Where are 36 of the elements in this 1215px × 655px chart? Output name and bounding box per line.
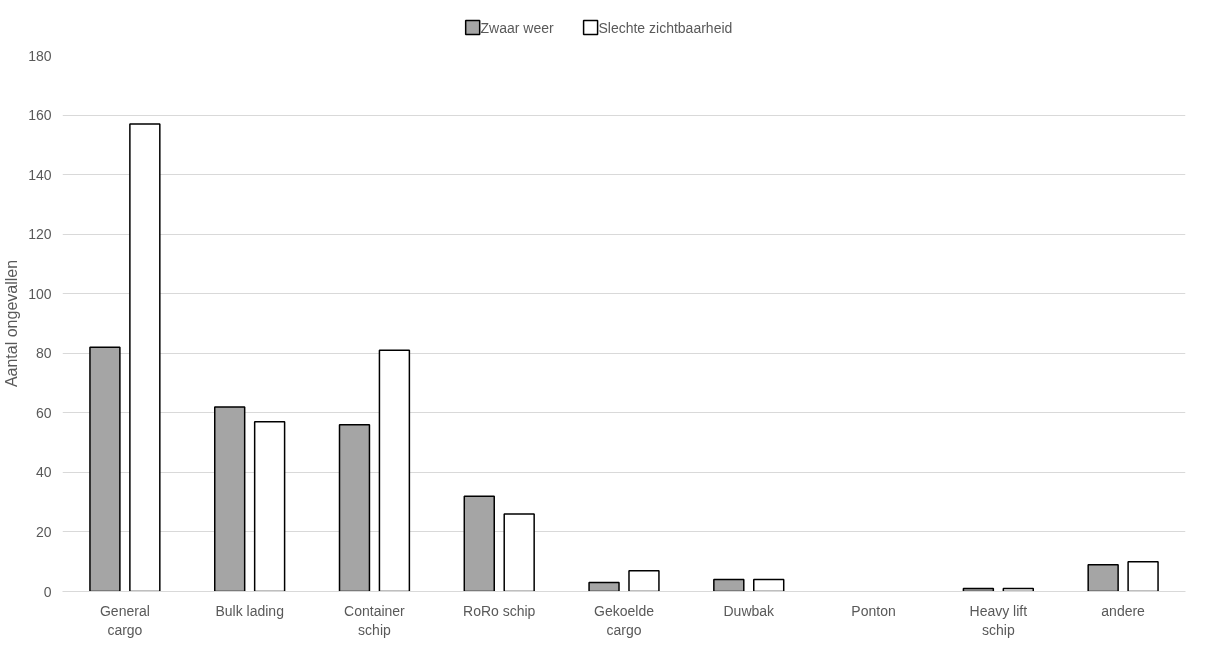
x-tick-label: Ponton (851, 602, 896, 619)
y-tick-label: 0 (43, 583, 52, 600)
y-tick-label: 120 (28, 226, 52, 243)
x-tick-label: Gekoelde cargo (594, 602, 655, 638)
y-tick-label: 60 (35, 404, 52, 421)
bar (503, 513, 535, 592)
y-axis-title: Aantal ongevallen (3, 259, 21, 388)
bar (378, 349, 411, 592)
x-tick-label: Bulk lading (215, 602, 284, 619)
bar (463, 495, 495, 592)
y-tick-label: 80 (35, 345, 52, 362)
y-tick-label: 180 (28, 47, 52, 64)
bar (588, 581, 620, 592)
x-tick-label: andere (1101, 602, 1146, 619)
bar (129, 123, 161, 592)
x-tick-label: Heavy lift schip (969, 602, 1028, 638)
legend-label: Slechte zichtbaarheid (598, 19, 733, 36)
y-tick-label: 20 (35, 523, 52, 540)
y-tick-label: 40 (35, 464, 52, 481)
x-tick-label: Duwbak (723, 602, 776, 619)
x-tick-label: General cargo (99, 602, 150, 638)
bar (628, 569, 660, 592)
bar (753, 578, 785, 592)
bar (338, 423, 371, 592)
bar (213, 406, 246, 592)
y-tick-label: 100 (28, 285, 52, 302)
bar (253, 421, 286, 592)
x-tick-label: RoRo schip (463, 602, 536, 619)
x-tick-label: Container schip (344, 602, 406, 638)
bar (1087, 563, 1119, 592)
bar (713, 578, 745, 592)
legend-label: Zwaar weer (480, 19, 555, 36)
bar (89, 346, 121, 592)
y-tick-label: 140 (28, 166, 52, 183)
bar (1127, 560, 1159, 592)
y-tick-label: 160 (28, 107, 52, 124)
